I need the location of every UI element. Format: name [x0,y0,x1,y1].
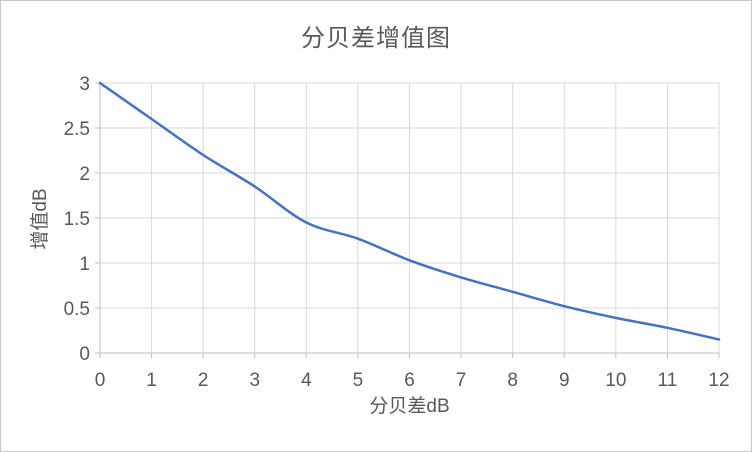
y-tick-label: 1.5 [64,209,90,230]
x-tick-label: 12 [708,370,729,391]
y-tick-label: 2 [79,164,90,185]
y-tick-label: 0 [79,344,90,365]
x-tick-label: 0 [95,370,106,391]
x-tick-label: 5 [353,370,364,391]
x-tick-label: 11 [658,370,678,391]
y-axis-title: 增值dB [30,188,51,250]
x-tick-label: 6 [404,370,415,391]
y-tick-label: 0.5 [64,299,90,320]
x-tick-label: 1 [146,370,157,391]
x-axis-title: 分贝差dB [369,396,450,417]
y-tick-label: 2.5 [64,119,90,140]
x-tick-label: 10 [605,370,626,391]
x-tick-label: 4 [301,370,312,391]
x-tick-label: 9 [559,370,570,391]
y-tick-label: 1 [79,254,90,275]
y-tick-label: 3 [79,74,90,95]
x-tick-label: 2 [198,370,209,391]
chart-title: 分贝差增值图 [301,25,451,52]
data-series-line [98,81,721,341]
x-tick-label: 8 [507,370,518,391]
x-tick-label: 3 [249,370,260,391]
x-tick-label: 7 [456,370,467,391]
